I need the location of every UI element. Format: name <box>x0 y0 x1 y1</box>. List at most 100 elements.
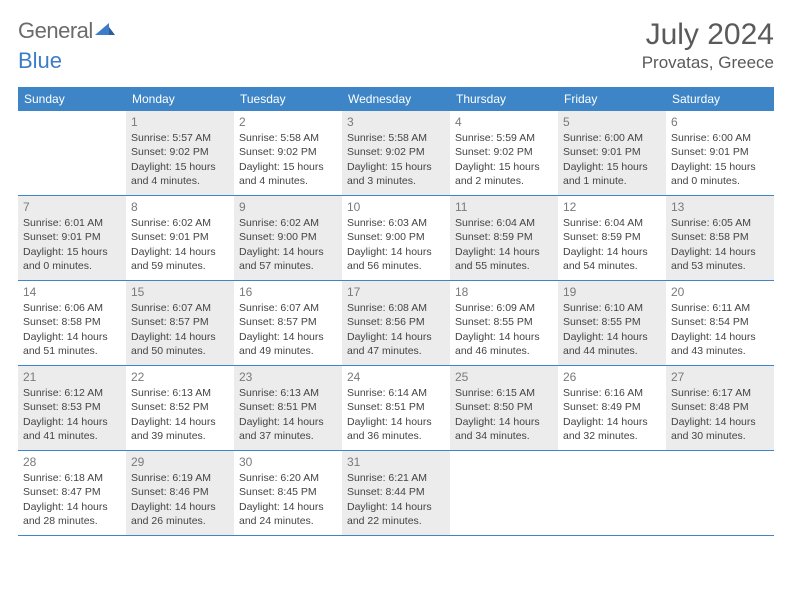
brand-part1: General <box>18 18 93 44</box>
day-number: 14 <box>23 284 121 300</box>
daylight-line2: and 50 minutes. <box>131 344 229 358</box>
day-cell: 10Sunrise: 6:03 AMSunset: 9:00 PMDayligh… <box>342 196 450 280</box>
daylight-line2: and 57 minutes. <box>239 259 337 273</box>
sunset-line: Sunset: 8:55 PM <box>563 315 661 329</box>
day-number: 18 <box>455 284 553 300</box>
sunrise-line: Sunrise: 6:02 AM <box>239 216 337 230</box>
sunset-line: Sunset: 8:57 PM <box>239 315 337 329</box>
sunrise-line: Sunrise: 6:14 AM <box>347 386 445 400</box>
day-cell: 13Sunrise: 6:05 AMSunset: 8:58 PMDayligh… <box>666 196 774 280</box>
sunrise-line: Sunrise: 6:04 AM <box>563 216 661 230</box>
header: General July 2024 Provatas, Greece <box>18 18 774 73</box>
day-number: 12 <box>563 199 661 215</box>
daylight-line2: and 51 minutes. <box>23 344 121 358</box>
day-cell: 6Sunrise: 6:00 AMSunset: 9:01 PMDaylight… <box>666 111 774 195</box>
week-row: 7Sunrise: 6:01 AMSunset: 9:01 PMDaylight… <box>18 196 774 281</box>
daylight-line1: Daylight: 14 hours <box>563 330 661 344</box>
daylight-line2: and 28 minutes. <box>23 514 121 528</box>
day-number: 27 <box>671 369 769 385</box>
daylight-line1: Daylight: 14 hours <box>131 415 229 429</box>
daylight-line1: Daylight: 15 hours <box>455 160 553 174</box>
sunset-line: Sunset: 8:51 PM <box>347 400 445 414</box>
sunset-line: Sunset: 9:00 PM <box>239 230 337 244</box>
day-cell: 31Sunrise: 6:21 AMSunset: 8:44 PMDayligh… <box>342 451 450 535</box>
day-cell: 3Sunrise: 5:58 AMSunset: 9:02 PMDaylight… <box>342 111 450 195</box>
day-number: 1 <box>131 114 229 130</box>
day-cell: 24Sunrise: 6:14 AMSunset: 8:51 PMDayligh… <box>342 366 450 450</box>
sunrise-line: Sunrise: 6:10 AM <box>563 301 661 315</box>
sunset-line: Sunset: 8:46 PM <box>131 485 229 499</box>
daylight-line2: and 26 minutes. <box>131 514 229 528</box>
dow-cell: Thursday <box>450 87 558 111</box>
daylight-line1: Daylight: 14 hours <box>23 500 121 514</box>
sunset-line: Sunset: 8:59 PM <box>455 230 553 244</box>
day-number: 21 <box>23 369 121 385</box>
sunset-line: Sunset: 9:00 PM <box>347 230 445 244</box>
daylight-line2: and 44 minutes. <box>563 344 661 358</box>
sunrise-line: Sunrise: 6:02 AM <box>131 216 229 230</box>
title-block: July 2024 Provatas, Greece <box>642 18 774 73</box>
daylight-line2: and 1 minute. <box>563 174 661 188</box>
daylight-line1: Daylight: 14 hours <box>671 330 769 344</box>
day-cell: 7Sunrise: 6:01 AMSunset: 9:01 PMDaylight… <box>18 196 126 280</box>
day-number: 20 <box>671 284 769 300</box>
day-cell: 11Sunrise: 6:04 AMSunset: 8:59 PMDayligh… <box>450 196 558 280</box>
daylight-line1: Daylight: 14 hours <box>671 245 769 259</box>
day-number: 3 <box>347 114 445 130</box>
sunrise-line: Sunrise: 5:57 AM <box>131 131 229 145</box>
day-cell: 30Sunrise: 6:20 AMSunset: 8:45 PMDayligh… <box>234 451 342 535</box>
day-cell: 2Sunrise: 5:58 AMSunset: 9:02 PMDaylight… <box>234 111 342 195</box>
day-cell: 9Sunrise: 6:02 AMSunset: 9:00 PMDaylight… <box>234 196 342 280</box>
daylight-line1: Daylight: 14 hours <box>455 330 553 344</box>
day-number: 7 <box>23 199 121 215</box>
day-number: 17 <box>347 284 445 300</box>
sunset-line: Sunset: 8:51 PM <box>239 400 337 414</box>
daylight-line1: Daylight: 15 hours <box>131 160 229 174</box>
sunrise-line: Sunrise: 6:09 AM <box>455 301 553 315</box>
daylight-line1: Daylight: 14 hours <box>23 415 121 429</box>
day-cell: 26Sunrise: 6:16 AMSunset: 8:49 PMDayligh… <box>558 366 666 450</box>
day-cell: 18Sunrise: 6:09 AMSunset: 8:55 PMDayligh… <box>450 281 558 365</box>
daylight-line1: Daylight: 14 hours <box>23 330 121 344</box>
location-label: Provatas, Greece <box>642 53 774 73</box>
week-row: 28Sunrise: 6:18 AMSunset: 8:47 PMDayligh… <box>18 451 774 536</box>
sunset-line: Sunset: 9:02 PM <box>347 145 445 159</box>
daylight-line1: Daylight: 14 hours <box>131 330 229 344</box>
dow-cell: Friday <box>558 87 666 111</box>
sunrise-line: Sunrise: 6:18 AM <box>23 471 121 485</box>
day-cell: 8Sunrise: 6:02 AMSunset: 9:01 PMDaylight… <box>126 196 234 280</box>
sunset-line: Sunset: 9:02 PM <box>239 145 337 159</box>
sunset-line: Sunset: 9:02 PM <box>455 145 553 159</box>
day-number: 29 <box>131 454 229 470</box>
daylight-line1: Daylight: 15 hours <box>347 160 445 174</box>
sunset-line: Sunset: 8:59 PM <box>563 230 661 244</box>
sunset-line: Sunset: 9:01 PM <box>23 230 121 244</box>
dow-cell: Monday <box>126 87 234 111</box>
daylight-line2: and 2 minutes. <box>455 174 553 188</box>
sunrise-line: Sunrise: 6:07 AM <box>239 301 337 315</box>
day-cell: 19Sunrise: 6:10 AMSunset: 8:55 PMDayligh… <box>558 281 666 365</box>
day-number: 16 <box>239 284 337 300</box>
sunset-line: Sunset: 8:52 PM <box>131 400 229 414</box>
sunrise-line: Sunrise: 6:13 AM <box>239 386 337 400</box>
logo-triangle-icon <box>95 20 115 43</box>
daylight-line2: and 34 minutes. <box>455 429 553 443</box>
dow-cell: Saturday <box>666 87 774 111</box>
daylight-line1: Daylight: 14 hours <box>347 500 445 514</box>
daylight-line1: Daylight: 15 hours <box>563 160 661 174</box>
sunrise-line: Sunrise: 6:16 AM <box>563 386 661 400</box>
sunrise-line: Sunrise: 6:13 AM <box>131 386 229 400</box>
day-number: 9 <box>239 199 337 215</box>
sunset-line: Sunset: 8:45 PM <box>239 485 337 499</box>
sunset-line: Sunset: 8:58 PM <box>671 230 769 244</box>
daylight-line2: and 36 minutes. <box>347 429 445 443</box>
day-cell: 4Sunrise: 5:59 AMSunset: 9:02 PMDaylight… <box>450 111 558 195</box>
sunset-line: Sunset: 9:01 PM <box>131 230 229 244</box>
dow-cell: Tuesday <box>234 87 342 111</box>
daylight-line1: Daylight: 15 hours <box>23 245 121 259</box>
sunrise-line: Sunrise: 6:01 AM <box>23 216 121 230</box>
week-row: 1Sunrise: 5:57 AMSunset: 9:02 PMDaylight… <box>18 111 774 196</box>
day-cell: 14Sunrise: 6:06 AMSunset: 8:58 PMDayligh… <box>18 281 126 365</box>
sunrise-line: Sunrise: 6:17 AM <box>671 386 769 400</box>
sunset-line: Sunset: 8:50 PM <box>455 400 553 414</box>
